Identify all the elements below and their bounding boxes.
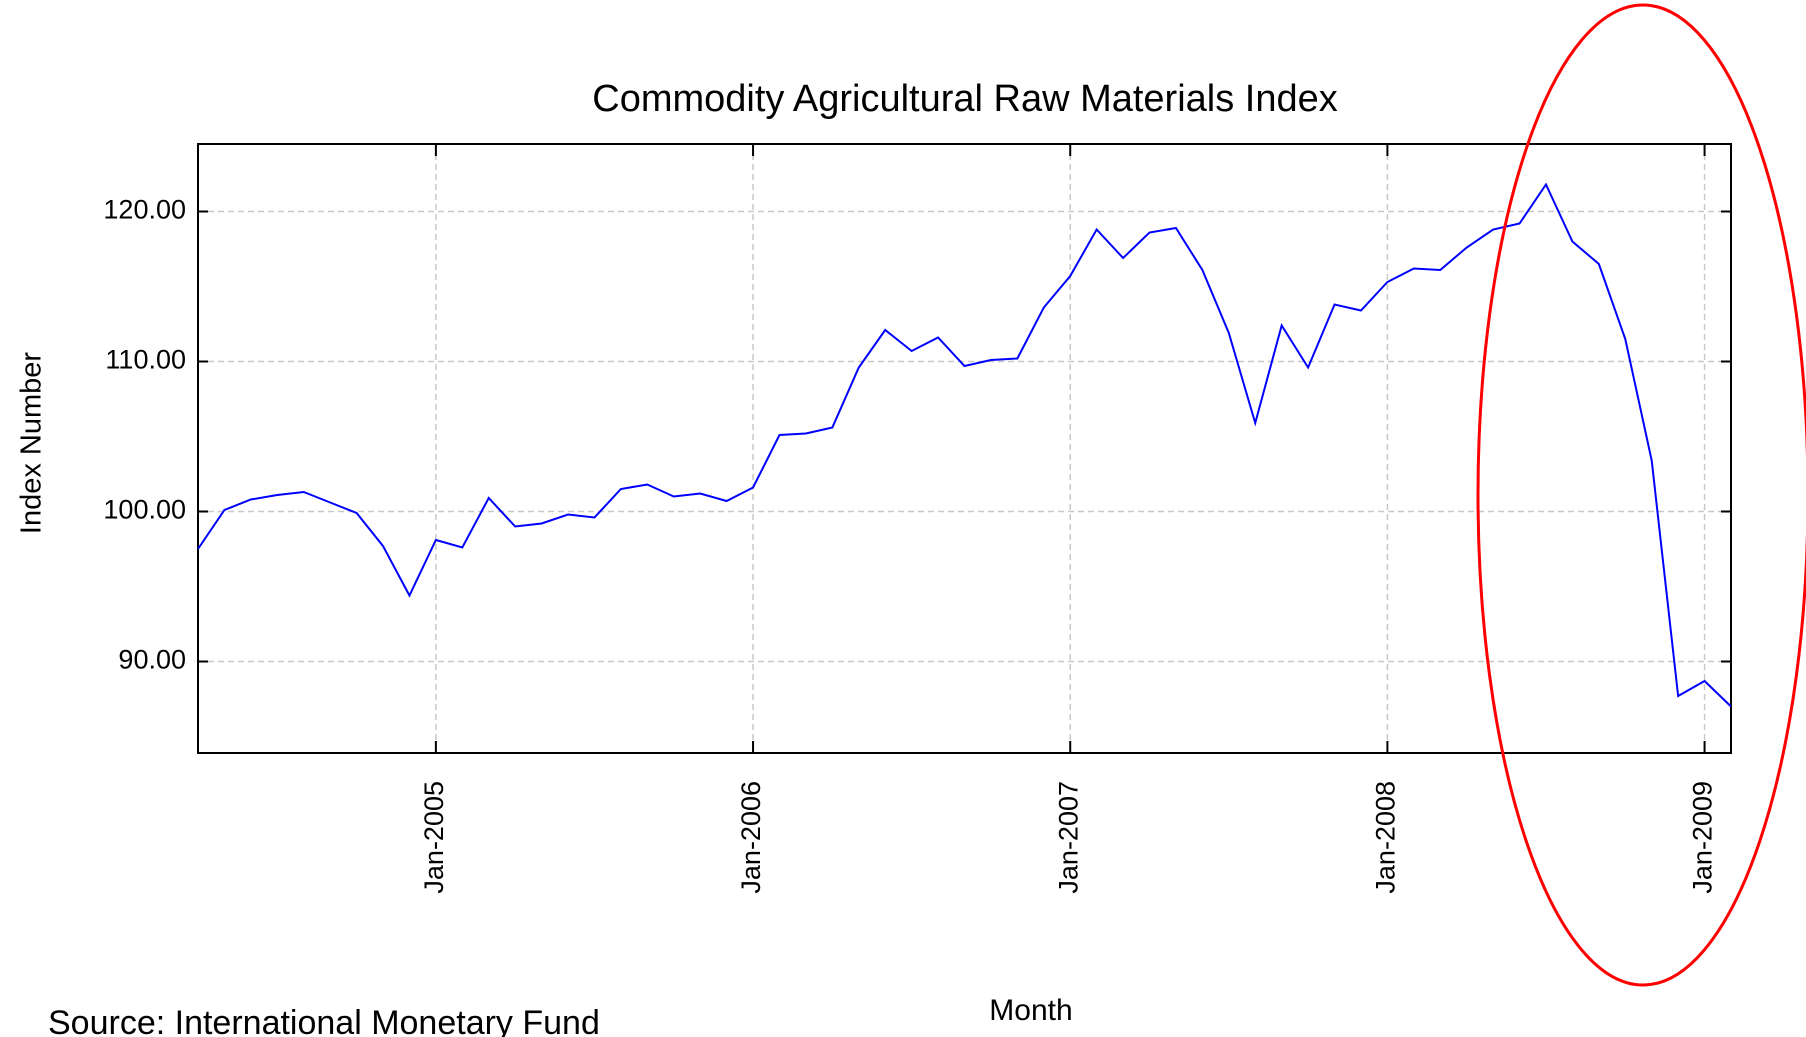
source-note: Source: International Monetary Fund <box>48 1004 600 1037</box>
y-tick-label: 100.00 <box>103 495 186 525</box>
y-tick-label: 110.00 <box>105 345 186 375</box>
x-tick-label: Jan-2008 <box>1371 781 1401 894</box>
x-tick-label: Jan-2009 <box>1688 781 1718 894</box>
y-tick-label: 90.00 <box>118 645 186 675</box>
x-tick-label: Jan-2006 <box>736 781 766 894</box>
plot-frame <box>197 143 1732 754</box>
x-axis-label: Month <box>989 994 1072 1027</box>
chart-title: Commodity Agricultural Raw Materials Ind… <box>592 78 1338 120</box>
x-tick-label: Jan-2007 <box>1053 781 1083 894</box>
y-tick-label: 120.00 <box>103 195 186 225</box>
y-axis-label: Index Number <box>16 352 48 534</box>
highlight-ellipse <box>1476 3 1806 987</box>
x-tick-label: Jan-2005 <box>419 781 449 894</box>
data-line <box>197 182 1732 708</box>
